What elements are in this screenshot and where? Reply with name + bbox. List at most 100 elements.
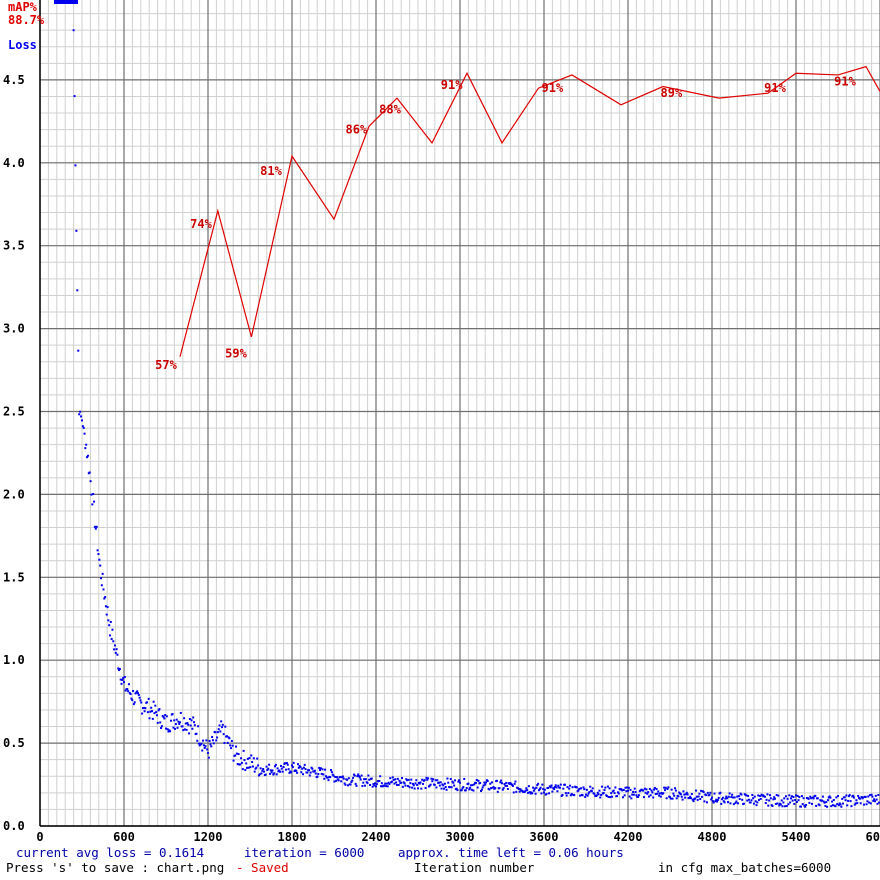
loss-point <box>536 784 539 787</box>
loss-point <box>560 794 563 797</box>
major-grid <box>39 0 880 827</box>
loss-point <box>90 493 93 496</box>
loss-point <box>156 721 159 724</box>
loss-point <box>625 790 628 793</box>
loss-point <box>452 781 455 784</box>
loss-point <box>81 425 84 428</box>
loss-point <box>725 795 728 798</box>
loss-point <box>734 801 737 804</box>
loss-point <box>709 791 712 794</box>
loss-legend-label: Loss <box>8 38 37 52</box>
loss-point <box>363 784 366 787</box>
loss-point <box>545 792 548 795</box>
loss-point <box>772 798 775 801</box>
loss-point <box>297 766 300 769</box>
loss-point <box>349 783 352 786</box>
loss-point <box>285 768 288 771</box>
loss-point <box>352 773 355 776</box>
loss-point <box>480 788 483 791</box>
loss-point <box>677 795 680 798</box>
loss-point <box>557 784 560 787</box>
loss-point <box>138 696 141 699</box>
loss-point <box>669 797 672 800</box>
map-line <box>179 65 880 357</box>
loss-point <box>115 648 118 651</box>
loss-point <box>501 782 503 785</box>
loss-point <box>561 793 564 796</box>
loss-point <box>543 788 546 791</box>
loss-point <box>566 786 569 789</box>
loss-point <box>225 735 228 738</box>
map-data-label: 91% <box>834 75 856 89</box>
loss-point <box>669 796 671 799</box>
loss-point <box>196 739 199 742</box>
loss-point <box>144 707 147 710</box>
loss-point <box>243 759 246 762</box>
loss-point <box>273 772 276 775</box>
loss-point <box>184 722 187 725</box>
loss-point <box>265 765 268 768</box>
loss-point <box>140 701 143 704</box>
loss-point <box>380 782 383 785</box>
loss-point <box>490 787 493 790</box>
loss-point <box>146 701 149 704</box>
loss-point <box>801 803 804 806</box>
loss-point <box>290 771 293 774</box>
loss-point <box>295 769 298 772</box>
loss-point <box>657 790 660 793</box>
map-data-label: 89% <box>661 86 683 100</box>
loss-point <box>175 718 178 721</box>
loss-point <box>831 804 834 807</box>
loss-point <box>411 786 414 789</box>
loss-point <box>132 689 135 692</box>
loss-point <box>163 717 166 720</box>
loss-point <box>788 794 791 797</box>
loss-point <box>726 797 729 800</box>
save-hint: Press 's' to save : chart.png <box>6 860 225 875</box>
loss-point <box>758 794 761 797</box>
loss-point <box>805 803 808 806</box>
loss-point <box>406 784 409 787</box>
loss-point <box>409 782 412 785</box>
y-tick-label: 1.0 <box>3 653 25 667</box>
loss-point <box>97 553 100 556</box>
loss-point <box>171 713 174 716</box>
loss-point <box>224 725 227 728</box>
loss-point <box>352 776 355 779</box>
loss-point <box>378 780 381 783</box>
loss-point <box>251 765 254 768</box>
loss-point <box>451 780 454 783</box>
loss-point <box>826 805 829 808</box>
loss-point <box>841 797 844 800</box>
loss-point <box>274 763 277 766</box>
loss-point <box>347 784 349 787</box>
loss-point <box>258 773 261 776</box>
loss-point <box>152 700 155 703</box>
loss-point <box>867 795 870 798</box>
loss-point <box>699 798 702 801</box>
loss-point <box>755 804 758 807</box>
loss-point <box>313 769 316 772</box>
loss-point <box>221 726 223 729</box>
loss-point <box>868 801 871 804</box>
loss-point <box>240 761 243 764</box>
loss-point <box>108 624 111 627</box>
loss-point <box>795 800 798 803</box>
loss-point <box>523 790 526 793</box>
loss-point <box>299 766 302 769</box>
loss-point <box>856 802 859 805</box>
loss-point <box>390 780 393 783</box>
loss-point <box>411 782 414 785</box>
loss-series <box>72 29 880 808</box>
loss-point <box>737 795 740 798</box>
loss-point <box>775 793 778 796</box>
loss-point <box>216 736 219 739</box>
loss-point <box>771 804 774 807</box>
loss-point <box>432 778 435 781</box>
loss-point <box>535 786 538 789</box>
loss-point <box>80 415 83 418</box>
loss-point <box>220 720 223 723</box>
loss-point <box>443 782 446 785</box>
loss-point <box>330 771 333 774</box>
x-tick-label: 0 <box>36 830 43 844</box>
